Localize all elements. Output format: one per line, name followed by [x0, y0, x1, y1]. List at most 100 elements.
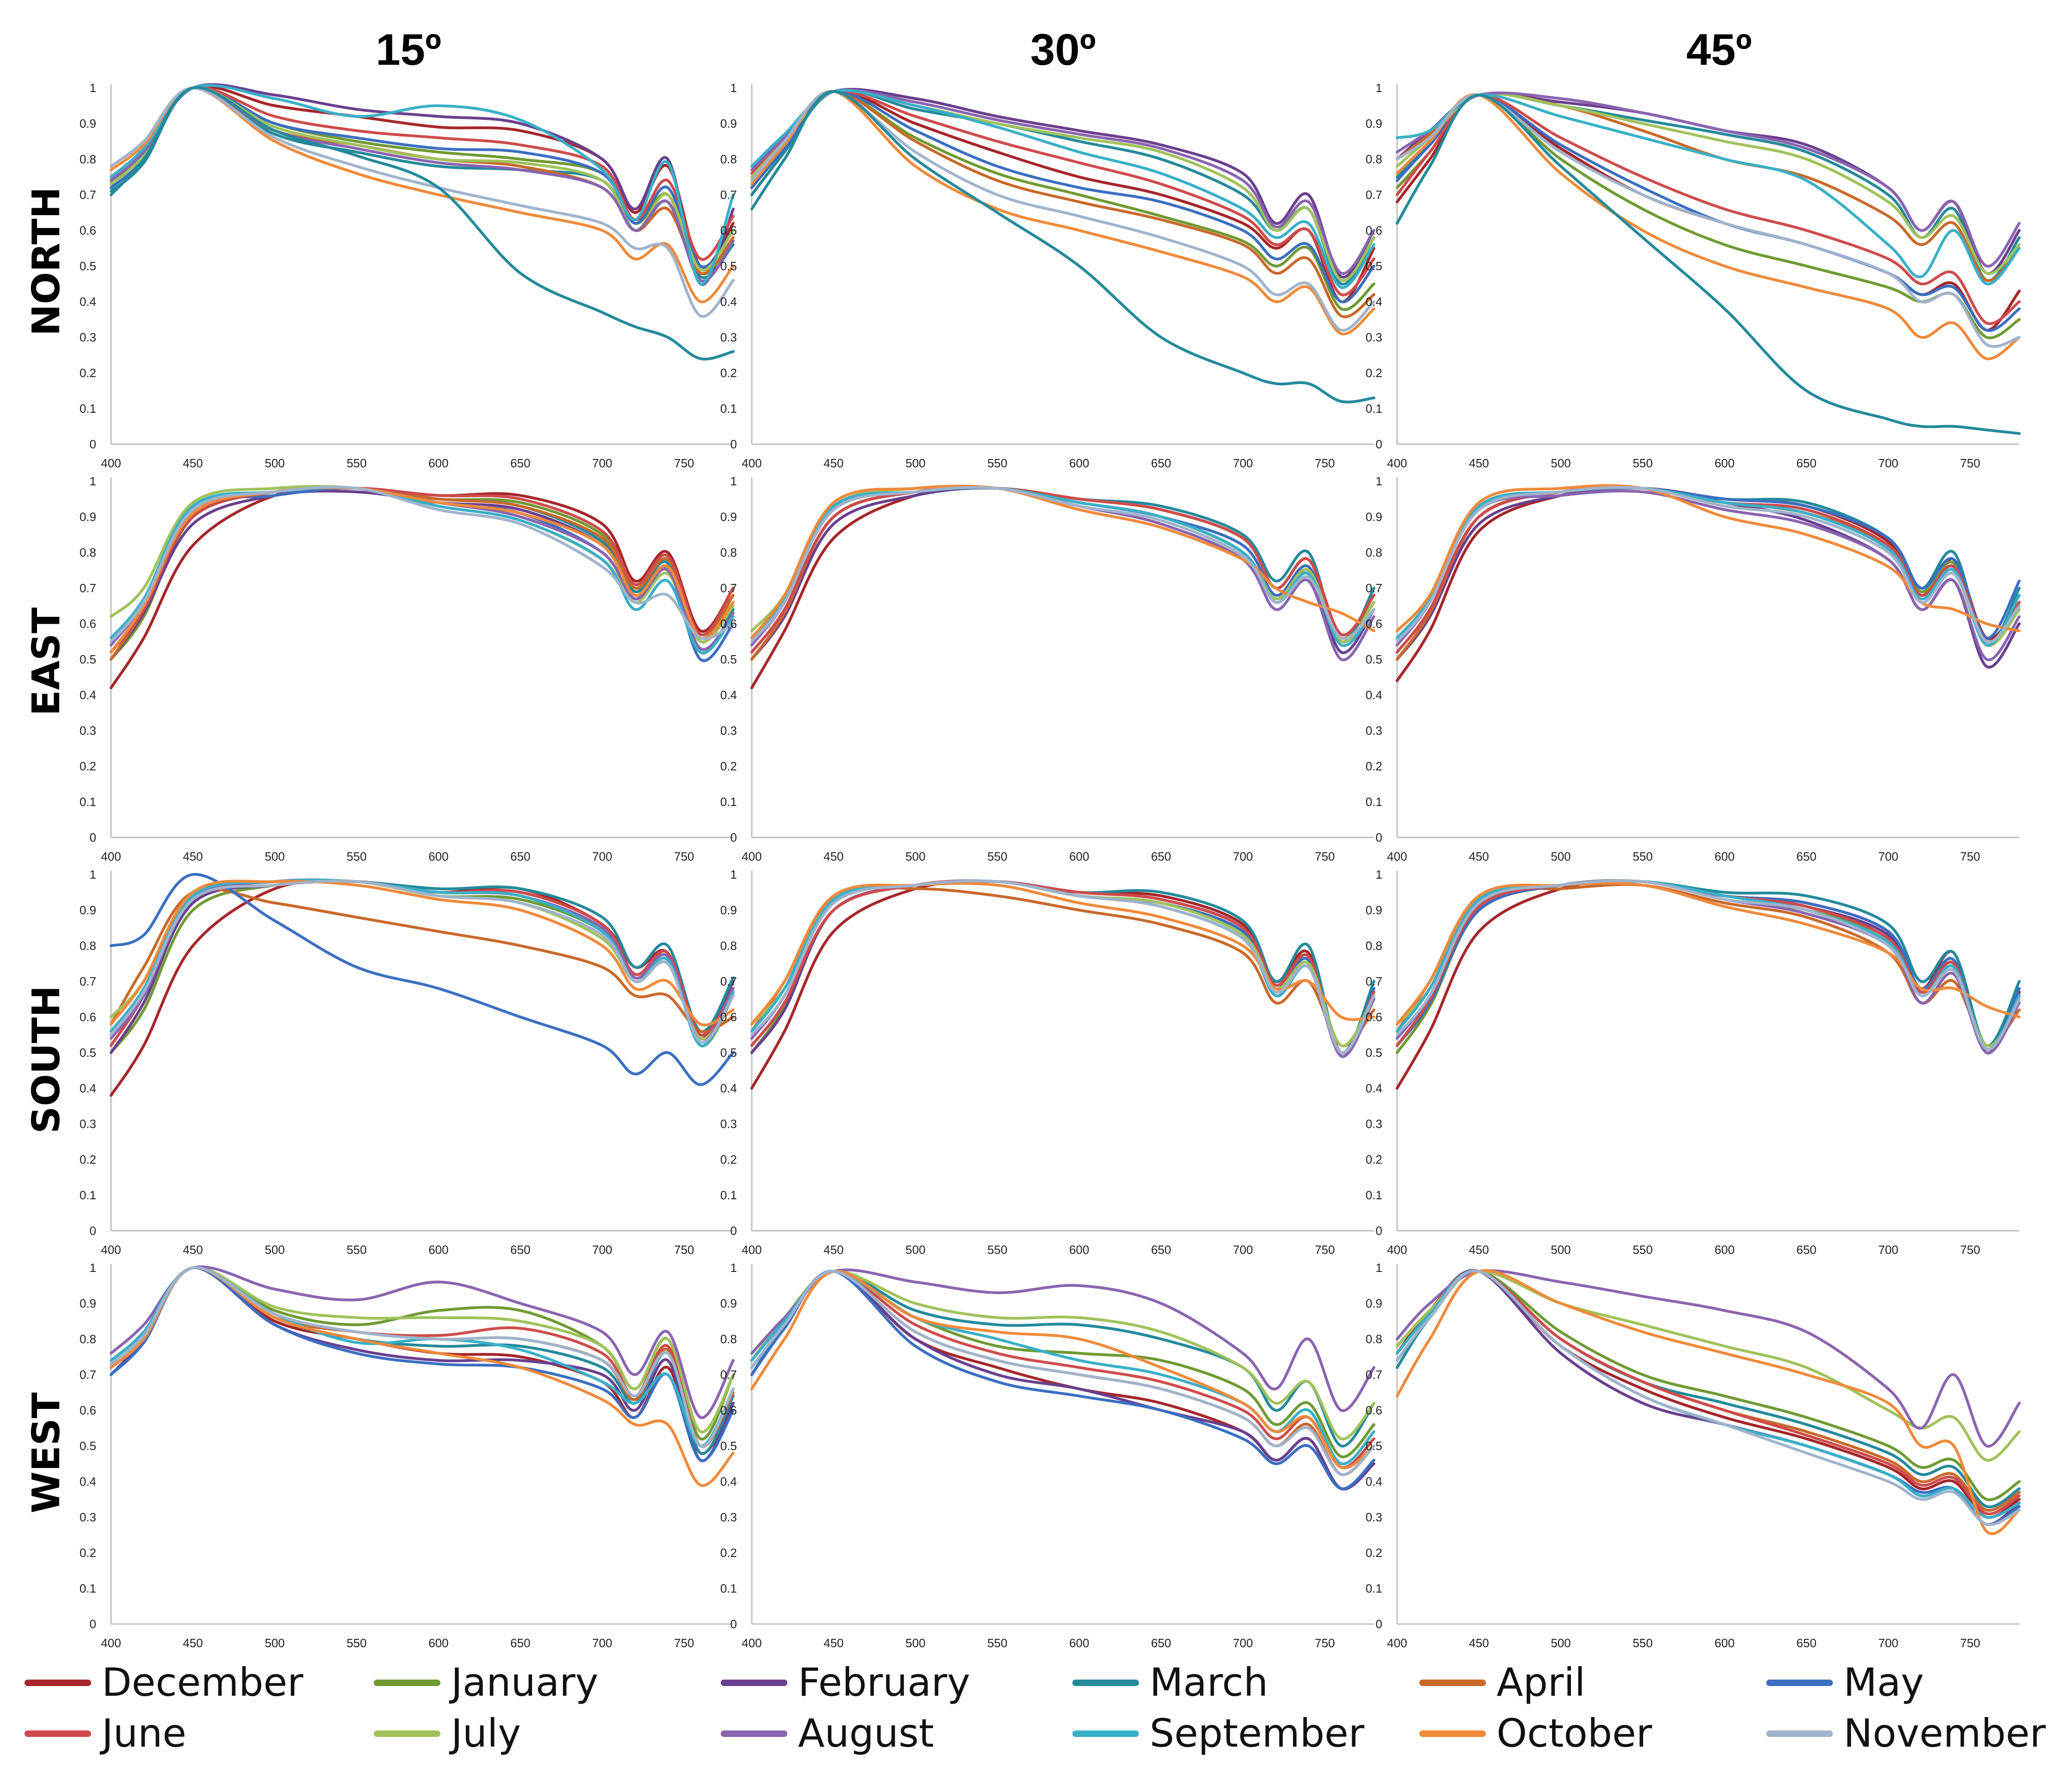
legend-label: May	[1844, 1660, 1924, 1705]
x-tick-label: 750	[1315, 1636, 1335, 1650]
series-line-june	[750, 486, 1375, 654]
x-tick-label: 700	[1233, 1243, 1253, 1257]
series-line-march	[750, 90, 1375, 403]
series-line-december	[110, 879, 735, 1097]
x-tick-label: 550	[1633, 849, 1652, 863]
y-tick-label: 0.4	[80, 1081, 96, 1095]
panel-south-30: 0 0.1 0.2 0.3 0.4 0.5 0.6 0.7 0.8 0.9 1 400 450 500 55…	[720, 868, 1375, 1257]
y-tick-label: 0.4	[1366, 295, 1382, 309]
series-line-october	[110, 880, 735, 1027]
y-tick-label: 0.2	[80, 1153, 96, 1166]
y-tick-label: 0	[730, 831, 737, 844]
y-tick-label: 0.4	[720, 295, 737, 309]
y-tick-label: 0.9	[720, 903, 737, 917]
x-tick-label: 700	[592, 456, 612, 470]
series-line-december	[750, 89, 1375, 304]
y-tick-label: 0.9	[80, 510, 96, 524]
series-line-june	[750, 1270, 1375, 1469]
legend-label: December	[102, 1660, 303, 1705]
y-tick-label: 0.9	[720, 510, 737, 524]
x-tick-label: 550	[1633, 1243, 1652, 1257]
y-tick-label: 0.8	[80, 1332, 96, 1346]
panel-west-15: 0 0.1 0.2 0.3 0.4 0.5 0.6 0.7 0.8 0.9 1 400 450 500 55…	[80, 1261, 735, 1650]
y-tick-label: 0.7	[720, 188, 737, 202]
y-tick-label: 0.1	[720, 402, 737, 415]
x-tick-label: 550	[987, 1636, 1007, 1650]
y-tick-label: 1	[90, 868, 96, 881]
panel-east-15: 0 0.1 0.2 0.3 0.4 0.5 0.6 0.7 0.8 0.9 1 400 450 500 55…	[80, 474, 735, 863]
series-line-october	[110, 86, 735, 304]
x-tick-label: 700	[592, 1243, 612, 1257]
series-line-november	[750, 1270, 1375, 1476]
x-tick-label: 700	[1233, 1636, 1253, 1650]
col-title-30: 30º	[1030, 25, 1096, 74]
y-tick-label: 0.8	[720, 1332, 737, 1346]
x-tick-label: 750	[674, 1243, 694, 1257]
series-line-november	[750, 879, 1375, 1054]
x-tick-label: 400	[742, 1636, 761, 1650]
series-line-september	[750, 1270, 1375, 1465]
series-line-december	[750, 1270, 1375, 1490]
y-tick-label: 1	[90, 1261, 96, 1275]
y-tick-label: 0.4	[1366, 688, 1382, 702]
y-tick-label: 0	[1376, 1617, 1382, 1631]
x-tick-label: 700	[1878, 1636, 1898, 1650]
series-line-october	[1396, 881, 2021, 1026]
legend-label: August	[798, 1711, 934, 1756]
series-line-june	[110, 1266, 735, 1448]
series-line-october	[1396, 93, 2021, 360]
y-tick-label: 0.7	[720, 974, 737, 988]
x-tick-label: 450	[1469, 1243, 1489, 1257]
y-tick-label: 0.4	[80, 688, 96, 702]
y-tick-label: 0.9	[720, 1296, 737, 1310]
y-tick-label: 0.2	[1366, 759, 1382, 773]
legend-item-november: November	[1766, 1711, 2046, 1756]
legend-label: October	[1497, 1711, 1652, 1756]
x-tick-label: 650	[510, 1636, 530, 1650]
panel-west-45: 0 0.1 0.2 0.3 0.4 0.5 0.6 0.7 0.8 0.9 1 400 450 500 55…	[1366, 1261, 2021, 1650]
x-tick-label: 500	[905, 456, 925, 470]
series-line-march	[1396, 92, 2021, 282]
y-tick-label: 0.1	[80, 402, 96, 415]
series-line-june	[1396, 879, 2021, 1054]
x-tick-label: 750	[1315, 456, 1335, 470]
x-tick-label: 500	[265, 456, 285, 470]
x-tick-label: 450	[823, 1636, 843, 1650]
series-line-march	[110, 879, 735, 1036]
y-tick-label: 0.6	[720, 1403, 737, 1417]
y-tick-label: 0.6	[80, 223, 96, 237]
series-line-february	[1396, 92, 2021, 275]
x-tick-label: 400	[1387, 849, 1407, 863]
series-line-november	[110, 1266, 735, 1448]
y-tick-label: 0.4	[80, 295, 96, 309]
series-line-february	[110, 490, 735, 661]
x-tick-label: 700	[592, 1636, 612, 1650]
x-tick-label: 500	[265, 849, 285, 863]
series-line-september	[1396, 880, 2021, 1051]
y-tick-label: 0.8	[720, 546, 737, 559]
y-tick-label: 0.6	[1366, 223, 1382, 237]
x-tick-label: 400	[1387, 1243, 1407, 1257]
series-line-march	[750, 486, 1375, 654]
legend-item-february: February	[721, 1660, 970, 1705]
series-line-september	[110, 486, 735, 654]
legend-item-september: September	[1072, 1711, 1365, 1756]
y-tick-label: 0	[90, 437, 96, 451]
panel-grid: 0 0.1 0.2 0.3 0.4 0.5 0.6 0.7 0.8 0.9 1 400 450 500 55…	[80, 81, 2021, 1650]
x-tick-label: 650	[1796, 1243, 1816, 1257]
y-tick-label: 0.8	[1366, 1332, 1382, 1346]
y-tick-label: 0.8	[1366, 939, 1382, 953]
row-titles: NORTH EAST SOUTH WEST	[25, 187, 68, 1513]
y-tick-label: 0.6	[1366, 1010, 1382, 1024]
legend-item-may: May	[1766, 1660, 1924, 1705]
y-tick-label: 1	[1376, 868, 1382, 881]
y-tick-label: 0.3	[1366, 1117, 1382, 1131]
series-line-march	[110, 486, 735, 655]
x-tick-label: 550	[346, 849, 366, 863]
x-tick-label: 600	[1714, 849, 1734, 863]
series-line-may	[750, 1270, 1375, 1490]
series-line-january	[1396, 486, 2021, 661]
series-line-october	[750, 1270, 1375, 1470]
y-tick-label: 0.5	[720, 1439, 737, 1453]
